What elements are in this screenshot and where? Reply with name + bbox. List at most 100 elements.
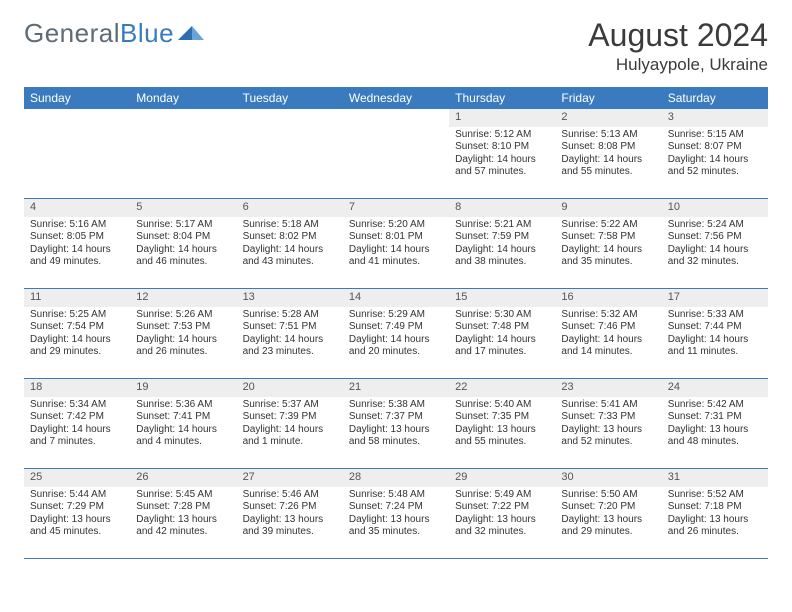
sunrise-line: Sunrise: 5:13 AM — [561, 129, 657, 142]
dow-header: Sunday — [24, 87, 130, 109]
sunrise-line: Sunrise: 5:45 AM — [136, 489, 232, 502]
calendar-grid: SundayMondayTuesdayWednesdayThursdayFrid… — [24, 87, 768, 559]
day-details: Sunrise: 5:46 AMSunset: 7:26 PMDaylight:… — [237, 489, 343, 543]
day-details: Sunrise: 5:48 AMSunset: 7:24 PMDaylight:… — [343, 489, 449, 543]
calendar-cell: 25Sunrise: 5:44 AMSunset: 7:29 PMDayligh… — [24, 469, 130, 559]
sunrise-line: Sunrise: 5:29 AM — [349, 309, 445, 322]
sunrise-line: Sunrise: 5:49 AM — [455, 489, 551, 502]
day-number: 17 — [662, 289, 768, 307]
sunset-line: Sunset: 7:33 PM — [561, 411, 657, 424]
day-details: Sunrise: 5:21 AMSunset: 7:59 PMDaylight:… — [449, 219, 555, 273]
day-number: 26 — [130, 469, 236, 487]
dow-header: Monday — [130, 87, 236, 109]
sunset-line: Sunset: 7:22 PM — [455, 501, 551, 514]
calendar-cell: 19Sunrise: 5:36 AMSunset: 7:41 PMDayligh… — [130, 379, 236, 469]
dow-header: Thursday — [449, 87, 555, 109]
sunset-line: Sunset: 7:31 PM — [668, 411, 764, 424]
daylight-line: Daylight: 14 hours and 35 minutes. — [561, 244, 657, 269]
day-details: Sunrise: 5:16 AMSunset: 8:05 PMDaylight:… — [24, 219, 130, 273]
title-block: August 2024 Hulyaypole, Ukraine — [588, 18, 768, 75]
calendar-cell: 28Sunrise: 5:48 AMSunset: 7:24 PMDayligh… — [343, 469, 449, 559]
sunset-line: Sunset: 7:41 PM — [136, 411, 232, 424]
calendar-cell-empty: . — [237, 109, 343, 199]
day-number: 20 — [237, 379, 343, 397]
sunset-line: Sunset: 8:04 PM — [136, 231, 232, 244]
sunrise-line: Sunrise: 5:12 AM — [455, 129, 551, 142]
calendar-cell-empty: . — [130, 109, 236, 199]
calendar-cell: 1Sunrise: 5:12 AMSunset: 8:10 PMDaylight… — [449, 109, 555, 199]
day-details: Sunrise: 5:18 AMSunset: 8:02 PMDaylight:… — [237, 219, 343, 273]
calendar-cell: 22Sunrise: 5:40 AMSunset: 7:35 PMDayligh… — [449, 379, 555, 469]
daylight-line: Daylight: 14 hours and 7 minutes. — [30, 424, 126, 449]
day-details: Sunrise: 5:52 AMSunset: 7:18 PMDaylight:… — [662, 489, 768, 543]
calendar-cell: 11Sunrise: 5:25 AMSunset: 7:54 PMDayligh… — [24, 289, 130, 379]
calendar-cell: 26Sunrise: 5:45 AMSunset: 7:28 PMDayligh… — [130, 469, 236, 559]
calendar-cell: 17 Sunrise: 5:33 AMSunset: 7:44 PMDayligh… — [662, 289, 768, 379]
sunrise-line: Sunrise: 5:46 AM — [243, 489, 339, 502]
day-details: Sunrise: 5:15 AMSunset: 8:07 PMDaylight:… — [662, 129, 768, 183]
sunrise-line: Sunrise: 5:32 AM — [561, 309, 657, 322]
daylight-line: Daylight: 13 hours and 35 minutes. — [349, 514, 445, 539]
daylight-line: Daylight: 14 hours and 49 minutes. — [30, 244, 126, 269]
day-details: Sunrise: 5:34 AMSunset: 7:42 PMDaylight:… — [24, 399, 130, 453]
calendar-cell: 2Sunrise: 5:13 AMSunset: 8:08 PMDaylight… — [555, 109, 661, 199]
sunrise-line: Sunrise: 5:40 AM — [455, 399, 551, 412]
daylight-line: Daylight: 14 hours and 29 minutes. — [30, 334, 126, 359]
day-details: Sunrise: 5:44 AMSunset: 7:29 PMDaylight:… — [24, 489, 130, 543]
calendar-cell: 29Sunrise: 5:49 AMSunset: 7:22 PMDayligh… — [449, 469, 555, 559]
day-number: 14 — [343, 289, 449, 307]
sunrise-line: Sunrise: 5:34 AM — [30, 399, 126, 412]
calendar-cell: 15Sunrise: 5:30 AMSunset: 7:48 PMDayligh… — [449, 289, 555, 379]
day-details: Sunrise: 5:17 AMSunset: 8:04 PMDaylight:… — [130, 219, 236, 273]
sunrise-line: Sunrise: 5:52 AM — [668, 489, 764, 502]
sunset-line: Sunset: 7:58 PM — [561, 231, 657, 244]
sunrise-line: Sunrise: 5:41 AM — [561, 399, 657, 412]
calendar-cell: 10 Sunrise: 5:24 AMSunset: 7:56 PMDayligh… — [662, 199, 768, 289]
sunset-line: Sunset: 7:20 PM — [561, 501, 657, 514]
day-number: 16 — [555, 289, 661, 307]
day-number: 1 — [449, 109, 555, 127]
sunrise-line: Sunrise: 5:33 AM — [668, 309, 764, 322]
calendar-cell: 31Sunrise: 5:52 AMSunset: 7:18 PMDayligh… — [662, 469, 768, 559]
header: GeneralBlue August 2024 Hulyaypole, Ukra… — [24, 18, 768, 75]
day-number: 30 — [555, 469, 661, 487]
sunset-line: Sunset: 7:54 PM — [30, 321, 126, 334]
day-number: 10 — [662, 199, 768, 217]
day-details: Sunrise: 5:50 AMSunset: 7:20 PMDaylight:… — [555, 489, 661, 543]
sunset-line: Sunset: 7:56 PM — [668, 231, 764, 244]
day-details: Sunrise: 5:28 AMSunset: 7:51 PMDaylight:… — [237, 309, 343, 363]
daylight-line: Daylight: 13 hours and 45 minutes. — [30, 514, 126, 539]
daylight-line: Daylight: 13 hours and 29 minutes. — [561, 514, 657, 539]
calendar-cell-empty: . — [343, 109, 449, 199]
daylight-line: Daylight: 14 hours and 57 minutes. — [455, 154, 551, 179]
sunrise-line: Sunrise: 5:28 AM — [243, 309, 339, 322]
dow-header: Wednesday — [343, 87, 449, 109]
calendar-cell: 7Sunrise: 5:20 AMSunset: 8:01 PMDaylight… — [343, 199, 449, 289]
sunrise-line: Sunrise: 5:42 AM — [668, 399, 764, 412]
calendar-cell: 8Sunrise: 5:21 AMSunset: 7:59 PMDaylight… — [449, 199, 555, 289]
day-number: 15 — [449, 289, 555, 307]
sunset-line: Sunset: 8:08 PM — [561, 141, 657, 154]
day-details: Sunrise: 5:24 AMSunset: 7:56 PMDaylight:… — [662, 219, 768, 273]
sunrise-line: Sunrise: 5:38 AM — [349, 399, 445, 412]
sunset-line: Sunset: 7:59 PM — [455, 231, 551, 244]
daylight-line: Daylight: 14 hours and 52 minutes. — [668, 154, 764, 179]
day-details: Sunrise: 5:33 AMSunset: 7:44 PMDaylight:… — [662, 309, 768, 363]
sunrise-line: Sunrise: 5:44 AM — [30, 489, 126, 502]
daylight-line: Daylight: 14 hours and 20 minutes. — [349, 334, 445, 359]
day-details: Sunrise: 5:36 AMSunset: 7:41 PMDaylight:… — [130, 399, 236, 453]
day-details: Sunrise: 5:40 AMSunset: 7:35 PMDaylight:… — [449, 399, 555, 453]
day-number: 27 — [237, 469, 343, 487]
daylight-line: Daylight: 13 hours and 55 minutes. — [455, 424, 551, 449]
sunset-line: Sunset: 8:02 PM — [243, 231, 339, 244]
sunset-line: Sunset: 7:51 PM — [243, 321, 339, 334]
brand-text-a: General — [24, 18, 120, 49]
day-number: 5 — [130, 199, 236, 217]
daylight-line: Daylight: 14 hours and 17 minutes. — [455, 334, 551, 359]
daylight-line: Daylight: 13 hours and 58 minutes. — [349, 424, 445, 449]
daylight-line: Daylight: 13 hours and 42 minutes. — [136, 514, 232, 539]
sunrise-line: Sunrise: 5:21 AM — [455, 219, 551, 232]
sunset-line: Sunset: 8:07 PM — [668, 141, 764, 154]
calendar-cell: 23Sunrise: 5:41 AMSunset: 7:33 PMDayligh… — [555, 379, 661, 469]
calendar-cell: 12Sunrise: 5:26 AMSunset: 7:53 PMDayligh… — [130, 289, 236, 379]
